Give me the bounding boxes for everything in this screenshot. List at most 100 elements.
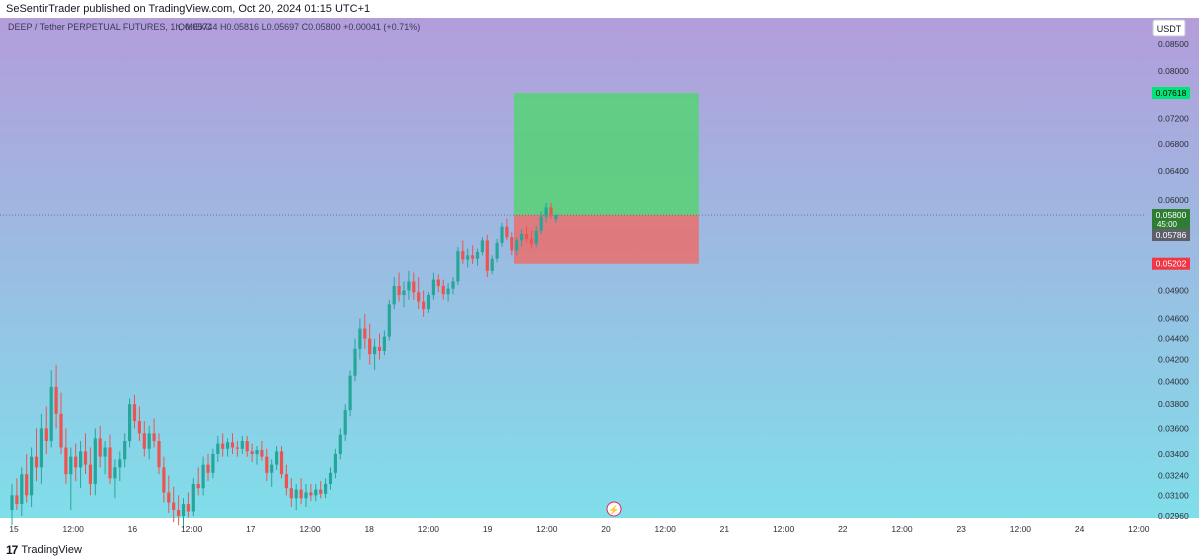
time-tick-label: 12:00	[418, 524, 440, 534]
candle-body	[206, 464, 210, 473]
price-tick-label: 0.03100	[1158, 490, 1189, 500]
candle-body	[211, 453, 215, 473]
candle-body	[10, 495, 14, 510]
candle-body	[471, 255, 475, 259]
price-tag	[1152, 229, 1190, 242]
price-tick-label: 0.07200	[1158, 113, 1189, 123]
candle-body	[152, 433, 156, 442]
chart-area[interactable]: DEEP / Tether PERPETUAL FUTURES, 1h, MEX…	[0, 18, 1199, 538]
price-tick-label: 0.04000	[1158, 376, 1189, 386]
candle-body	[544, 207, 548, 217]
profit-zone[interactable]	[514, 93, 699, 216]
candle-body	[284, 474, 288, 489]
price-tick-label: 0.02960	[1158, 511, 1189, 521]
price-tag	[1152, 87, 1190, 100]
tradingview-logo[interactable]: 17 TradingView	[6, 543, 82, 557]
candle-body	[368, 338, 372, 355]
candle-body	[255, 450, 259, 454]
price-chart[interactable]: DEEP / Tether PERPETUAL FUTURES, 1h, MEX…	[0, 18, 1199, 538]
candle-body	[377, 346, 382, 351]
candle-body	[123, 441, 127, 460]
svg-text:⚡: ⚡	[608, 504, 619, 516]
candle-body	[172, 502, 176, 510]
candle-body	[132, 404, 137, 422]
candle-body	[275, 451, 279, 465]
loss-zone[interactable]	[514, 215, 699, 264]
candle-body	[93, 438, 97, 484]
price-axis[interactable]: 0.08500 0.08000 0.07200 0.06800 0.06400 0.060…	[1158, 39, 1189, 521]
candle-body	[309, 492, 313, 496]
candle-body	[328, 472, 333, 484]
candle-body	[118, 459, 122, 468]
candle-body	[343, 410, 347, 435]
candle-body	[294, 489, 298, 499]
candle-body	[436, 279, 440, 286]
candle-body	[108, 447, 112, 479]
price-tick-label: 0.03240	[1158, 471, 1189, 481]
candle-body	[490, 258, 494, 271]
price-tick-label: 0.03800	[1158, 399, 1189, 409]
candle-body	[407, 281, 411, 291]
candle-body	[142, 433, 146, 449]
price-tick-label: 0.04200	[1158, 354, 1189, 364]
candle-body	[260, 450, 264, 457]
candle-body	[441, 285, 445, 295]
time-tick-label: 12:00	[891, 524, 913, 534]
currency-button[interactable]: USDT	[1152, 19, 1186, 37]
candle-body	[554, 215, 558, 220]
candle-body	[456, 251, 460, 282]
time-tick-label: 23	[956, 524, 966, 534]
candle-body	[485, 240, 489, 271]
ohlc-line: O0.05744 H0.05816 L0.05697 C0.05800 +0.0…	[178, 22, 420, 32]
candle-body	[289, 488, 293, 499]
candle-body	[64, 447, 68, 475]
price-tick-label: 0.08000	[1158, 66, 1189, 76]
currency-label: USDT	[1157, 24, 1182, 34]
candle-body	[54, 386, 58, 414]
candle-body	[529, 238, 533, 244]
price-tag-label: 0.05202	[1156, 259, 1187, 269]
candle-body	[265, 456, 269, 473]
candle-body	[221, 443, 225, 449]
time-tick-label: 12:00	[655, 524, 677, 534]
candle-body	[417, 292, 421, 302]
time-axis[interactable]: 15 12:00 16 12:00 17 12:00 18 12:00 19 12:00 20 12:…	[9, 524, 1149, 534]
candle-body	[279, 451, 284, 475]
time-tick-label: 12:00	[63, 524, 85, 534]
time-tick-label: 16	[128, 524, 138, 534]
candle-body	[196, 483, 200, 489]
candle-body	[88, 464, 92, 484]
candle-body	[500, 226, 504, 243]
chart-background	[0, 18, 1145, 518]
candle-body	[59, 413, 63, 448]
time-tick-label: 15	[9, 524, 19, 534]
price-tag	[1152, 209, 1190, 230]
event-marker-icon[interactable]: ⚡	[606, 501, 622, 517]
time-tick-label: 12:00	[773, 524, 795, 534]
publish-banner: SeSentirTrader published on TradingView.…	[0, 0, 1199, 18]
long-position-tool[interactable]	[514, 93, 699, 264]
price-tick-label: 0.06800	[1158, 139, 1189, 149]
price-tag-label: 0.05800	[1156, 210, 1187, 220]
candle-body	[20, 474, 24, 505]
candle-body	[147, 433, 151, 449]
candle-body	[475, 251, 480, 259]
candle-body	[402, 290, 406, 296]
candle-body	[363, 328, 367, 339]
time-tick-label: 12:00	[1128, 524, 1150, 534]
candle-body	[216, 443, 220, 454]
candle-body	[245, 441, 249, 452]
candle-body	[534, 230, 538, 244]
candle-body	[128, 404, 132, 442]
candle-body	[353, 348, 357, 376]
time-tick-label: 12:00	[181, 524, 203, 534]
tradingview-logo-icon: 17	[6, 543, 18, 557]
price-tick-label: 0.06400	[1158, 166, 1189, 176]
time-tick-label: 24	[1075, 524, 1085, 534]
candle-body	[397, 285, 401, 296]
candle-body	[333, 453, 337, 473]
candle-body	[235, 447, 239, 449]
time-tick-label: 22	[838, 524, 848, 534]
time-tick-label: 12:00	[536, 524, 558, 534]
candle-body	[426, 295, 431, 310]
